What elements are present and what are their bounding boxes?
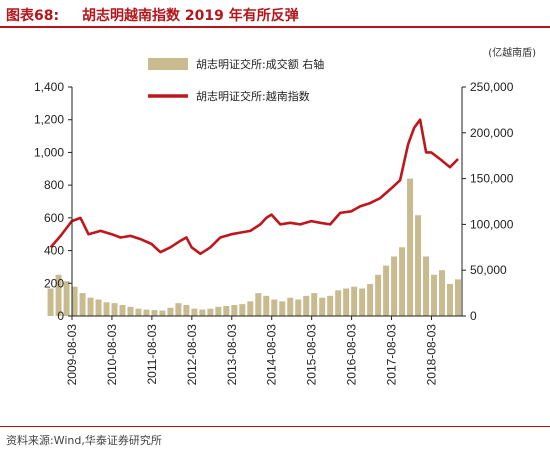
- right-tick-label: 250,000: [470, 80, 514, 94]
- volume-bar: [63, 281, 70, 316]
- x-tick-label: 2017-08-03: [385, 324, 399, 386]
- volume-bar: [215, 306, 222, 316]
- volume-bar: [223, 305, 230, 316]
- volume-bar: [287, 297, 294, 316]
- footer-rule: [0, 426, 550, 427]
- volume-bar: [143, 309, 150, 316]
- volume-bar: [55, 274, 62, 316]
- volume-bar: [455, 279, 462, 316]
- left-tick-label: 400: [44, 244, 64, 258]
- volume-bar: [231, 305, 238, 316]
- volume-bar: [447, 283, 454, 316]
- right-tick-label: 0: [470, 309, 477, 323]
- volume-bar: [407, 178, 414, 316]
- volume-bar: [335, 290, 342, 316]
- volume-bar: [319, 297, 326, 316]
- x-tick-label: 2018-08-03: [424, 324, 438, 386]
- volume-bar: [399, 247, 406, 316]
- volume-bar: [111, 303, 118, 316]
- volume-bar: [151, 310, 158, 316]
- volume-bar: [343, 288, 350, 316]
- volume-bar: [175, 303, 182, 316]
- volume-bar: [327, 295, 334, 316]
- volume-bar: [255, 293, 262, 316]
- volume-bar: [423, 256, 430, 316]
- volume-bar: [263, 295, 270, 316]
- volume-bar: [103, 302, 110, 316]
- x-tick-label: 2015-08-03: [305, 324, 319, 386]
- volume-bar: [71, 286, 78, 316]
- volume-bar: [367, 283, 374, 316]
- volume-bar: [375, 274, 382, 316]
- legend-swatch-volume: [148, 58, 188, 70]
- volume-bar: [207, 308, 214, 316]
- volume-bar: [87, 297, 94, 316]
- right-axis-unit: (亿越南盾): [488, 48, 536, 59]
- left-tick-label: 200: [44, 276, 64, 290]
- left-tick-label: 1,200: [34, 113, 64, 127]
- volume-bar: [359, 288, 366, 316]
- legend-label-volume: 胡志明证交所:成交额 右轴: [196, 57, 324, 71]
- right-tick-label: 200,000: [470, 126, 514, 140]
- volume-bar: [127, 306, 134, 316]
- left-tick-label: 1,400: [34, 80, 64, 94]
- figure-number: 图表68:: [6, 8, 60, 24]
- right-tick-label: 150,000: [470, 172, 514, 186]
- volume-bar: [415, 215, 422, 316]
- volume-bar: [311, 293, 318, 316]
- x-tick-label: 2012-08-03: [185, 324, 199, 386]
- volume-bar: [431, 274, 438, 316]
- volume-bar: [239, 304, 246, 316]
- volume-bar: [303, 295, 310, 316]
- volume-bar: [47, 288, 54, 316]
- volume-bar: [383, 265, 390, 316]
- source-note: 资料来源:Wind,华泰证券研究所: [6, 434, 162, 447]
- left-tick-label: 800: [44, 178, 64, 192]
- volume-bar: [183, 305, 190, 316]
- volume-bar: [95, 299, 102, 316]
- x-tick-label: 2010-08-03: [105, 324, 119, 386]
- volume-bar: [271, 299, 278, 316]
- volume-bar: [391, 256, 398, 316]
- left-tick-label: 0: [57, 309, 64, 323]
- volume-bar: [351, 286, 358, 316]
- x-tick-label: 2009-08-03: [65, 324, 79, 386]
- x-tick-label: 2014-08-03: [265, 324, 279, 386]
- volume-bar: [199, 309, 206, 316]
- volume-bar: [167, 307, 174, 316]
- right-tick-label: 50,000: [470, 263, 507, 277]
- legend-label-index: 胡志明证交所:越南指数: [196, 89, 310, 103]
- volume-bar: [295, 299, 302, 316]
- volume-bar: [119, 305, 126, 316]
- figure-title-bar: 图表68: 胡志明越南指数 2019 年有所反弹: [0, 0, 550, 28]
- volume-bar: [135, 308, 142, 316]
- x-tick-label: 2016-08-03: [345, 324, 359, 386]
- left-tick-label: 1,000: [34, 145, 64, 159]
- volume-bar: [79, 293, 86, 316]
- volume-bar: [191, 308, 198, 316]
- right-tick-label: 100,000: [470, 217, 514, 231]
- index-line: [49, 118, 459, 256]
- volume-bar: [159, 310, 166, 316]
- volume-bar: [247, 301, 254, 316]
- volume-bar: [279, 301, 286, 316]
- figure-title: 胡志明越南指数 2019 年有所反弹: [82, 8, 299, 24]
- left-tick-label: 600: [44, 211, 64, 225]
- volume-bar: [439, 270, 446, 316]
- x-tick-label: 2011-08-03: [145, 324, 159, 385]
- x-tick-label: 2013-08-03: [225, 324, 239, 386]
